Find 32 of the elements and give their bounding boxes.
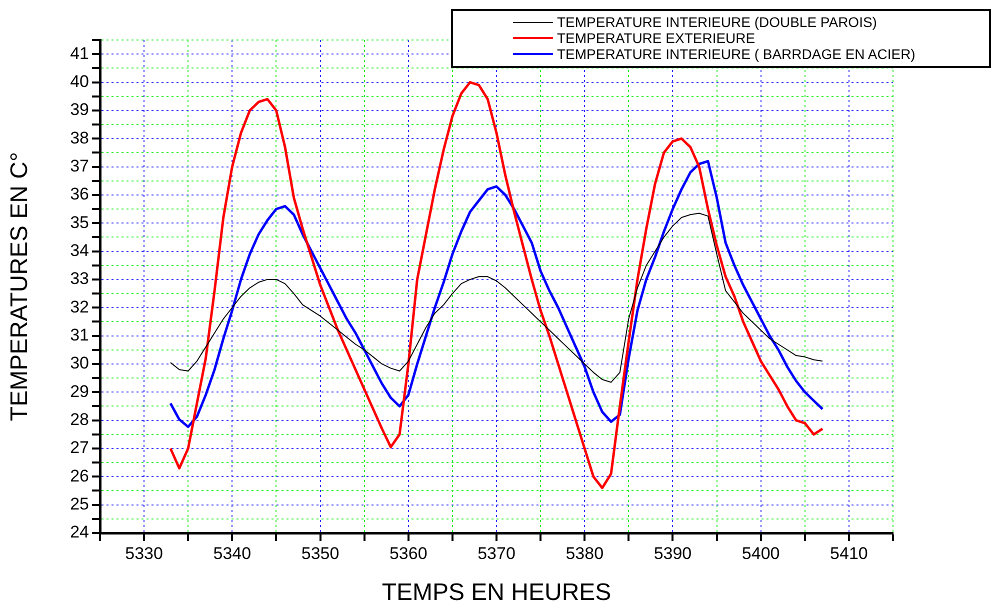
y-tick-label: 34 xyxy=(70,240,89,260)
y-tick-label: 35 xyxy=(70,212,89,232)
x-tick-label: 5330 xyxy=(125,544,163,563)
y-tick-label: 40 xyxy=(70,72,89,91)
y-axis-title: TEMPERATURES EN C° xyxy=(6,152,34,422)
x-tick-label: 5370 xyxy=(478,544,516,563)
y-tick-label: 28 xyxy=(70,410,89,429)
y-tick-label: 26 xyxy=(70,466,89,486)
x-tick-label: 5410 xyxy=(830,544,868,563)
x-tick-label: 5400 xyxy=(742,544,780,563)
y-tick-label: 38 xyxy=(70,128,89,148)
y-tick-label: 25 xyxy=(70,494,89,514)
x-tick-label: 5390 xyxy=(654,544,692,563)
legend-label: TEMPERATURE INTERIEURE ( BARRDAGE EN ACIER) xyxy=(557,46,916,62)
legend-label: TEMPERATURE EXTERIEURE xyxy=(557,30,756,46)
y-tick-label: 31 xyxy=(70,325,89,344)
legend-label: TEMPERATURE INTERIEURE (DOUBLE PAROIS) xyxy=(557,14,877,30)
y-tick-label: 32 xyxy=(70,297,89,316)
y-tick-label: 30 xyxy=(70,354,89,373)
x-tick-label: 5380 xyxy=(566,544,604,563)
y-tick-label: 41 xyxy=(70,44,89,63)
y-tick-label: 29 xyxy=(70,382,89,401)
y-tick-label: 27 xyxy=(70,438,89,458)
x-tick-label: 5340 xyxy=(213,544,252,563)
y-tick-label: 39 xyxy=(70,100,89,120)
y-tick-label: 36 xyxy=(70,184,89,204)
y-tick-label: 37 xyxy=(70,156,89,176)
y-tick-label: 33 xyxy=(70,269,89,288)
y-tick-label: 24 xyxy=(70,522,89,542)
x-tick-label: 5360 xyxy=(389,544,428,563)
x-axis-title: TEMPS EN HEURES xyxy=(382,579,612,606)
x-tick-label: 5350 xyxy=(301,544,340,563)
